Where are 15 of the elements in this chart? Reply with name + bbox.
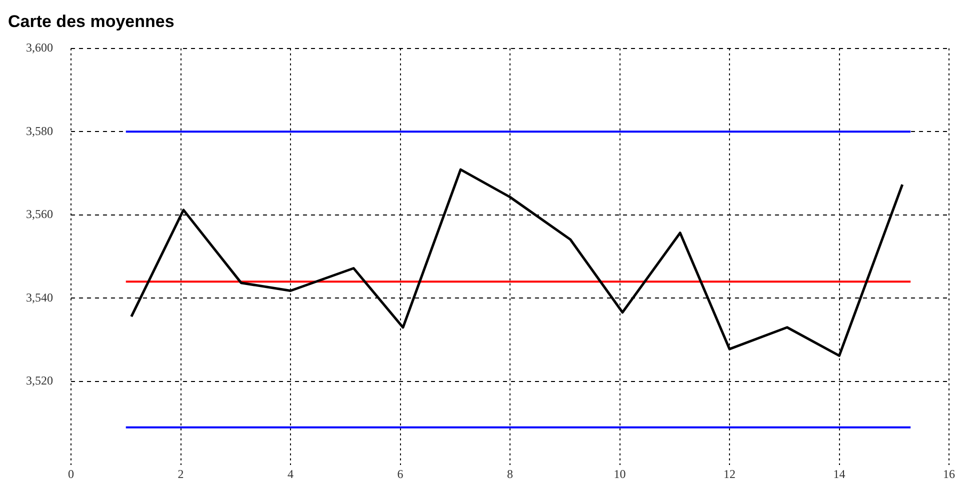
x-tick-label: 4 (288, 467, 294, 482)
x-tick-label: 0 (68, 467, 74, 482)
x-tick-label: 2 (178, 467, 184, 482)
y-tick-label: 3,600 (26, 40, 53, 55)
x-tick-label: 14 (833, 467, 846, 482)
chart-title: Carte des moyennes (8, 12, 174, 31)
x-tick-label: 8 (507, 467, 513, 482)
x-tick-label: 16 (943, 467, 955, 482)
y-tick-label: 3,580 (26, 124, 53, 138)
x-tick-label: 12 (724, 467, 736, 482)
x-tick-label: 10 (614, 467, 626, 482)
y-tick-label: 3,520 (26, 374, 53, 388)
x-tick-label: 6 (397, 467, 404, 482)
y-tick-label: 3,560 (26, 207, 53, 222)
y-tick-label: 3,540 (26, 290, 53, 304)
